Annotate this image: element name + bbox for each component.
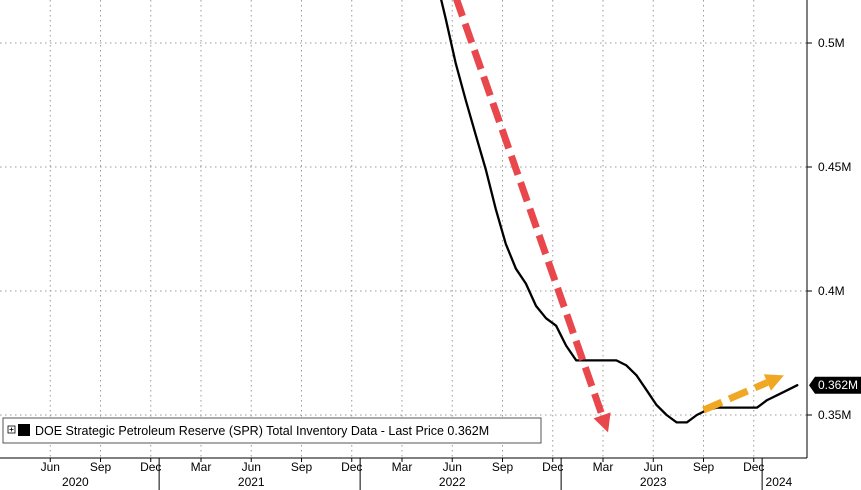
x-tick-label: Jun: [443, 460, 462, 474]
x-tick-label: Sep: [492, 460, 514, 474]
year-label: 2022: [439, 475, 466, 489]
x-tick-label: Dec: [743, 460, 764, 474]
spr-inventory-line: [440, 0, 799, 424]
refill-trend-arrow-head: [763, 374, 784, 391]
legend: DOE Strategic Petroleum Reserve (SPR) To…: [2, 417, 542, 444]
series-layer: [440, 0, 799, 424]
x-tick-label: Mar: [191, 460, 212, 474]
x-axis: Jun Sep Dec Mar Jun Sep Dec Mar Jun Sep Dec Mar Jun S…: [0, 457, 807, 490]
legend-swatch: [18, 424, 30, 436]
x-tick-label: Dec: [341, 460, 362, 474]
decline-trend-arrow-head: [593, 412, 611, 433]
x-tick-label: Jun: [242, 460, 261, 474]
last-price-badge: [809, 376, 861, 394]
x-tick-label: Sep: [90, 460, 112, 474]
legend-box: [2, 417, 542, 444]
x-tick-label: Sep: [693, 460, 715, 474]
x-tick-label: Jun: [41, 460, 60, 474]
y-tick-label: 0.45M: [818, 160, 851, 174]
annotation-layer: [453, 0, 784, 433]
year-label: 2021: [238, 475, 265, 489]
x-tick-label: Dec: [542, 460, 563, 474]
x-tick-label: Mar: [593, 460, 614, 474]
y-tick-label: 0.5M: [818, 36, 845, 50]
y-tick-label: 0.35M: [818, 408, 851, 422]
year-label: 2024: [766, 475, 793, 489]
legend-label: DOE Strategic Petroleum Reserve (SPR) To…: [35, 424, 489, 438]
grid: [0, 0, 807, 458]
x-tick-label: Dec: [140, 460, 161, 474]
x-tick-label: Mar: [392, 460, 413, 474]
year-label: 2023: [640, 475, 667, 489]
year-label: 2020: [62, 475, 89, 489]
refill-trend-arrow-shaft: [702, 379, 769, 414]
last-price-label: 0.362M: [818, 378, 858, 392]
x-tick-label: Sep: [291, 460, 313, 474]
x-tick-label: Jun: [644, 460, 663, 474]
last-price-tag: 0.362M: [809, 376, 861, 394]
decline-trend-arrow-shaft: [453, 0, 606, 417]
y-tick-label: 0.4M: [818, 284, 845, 298]
